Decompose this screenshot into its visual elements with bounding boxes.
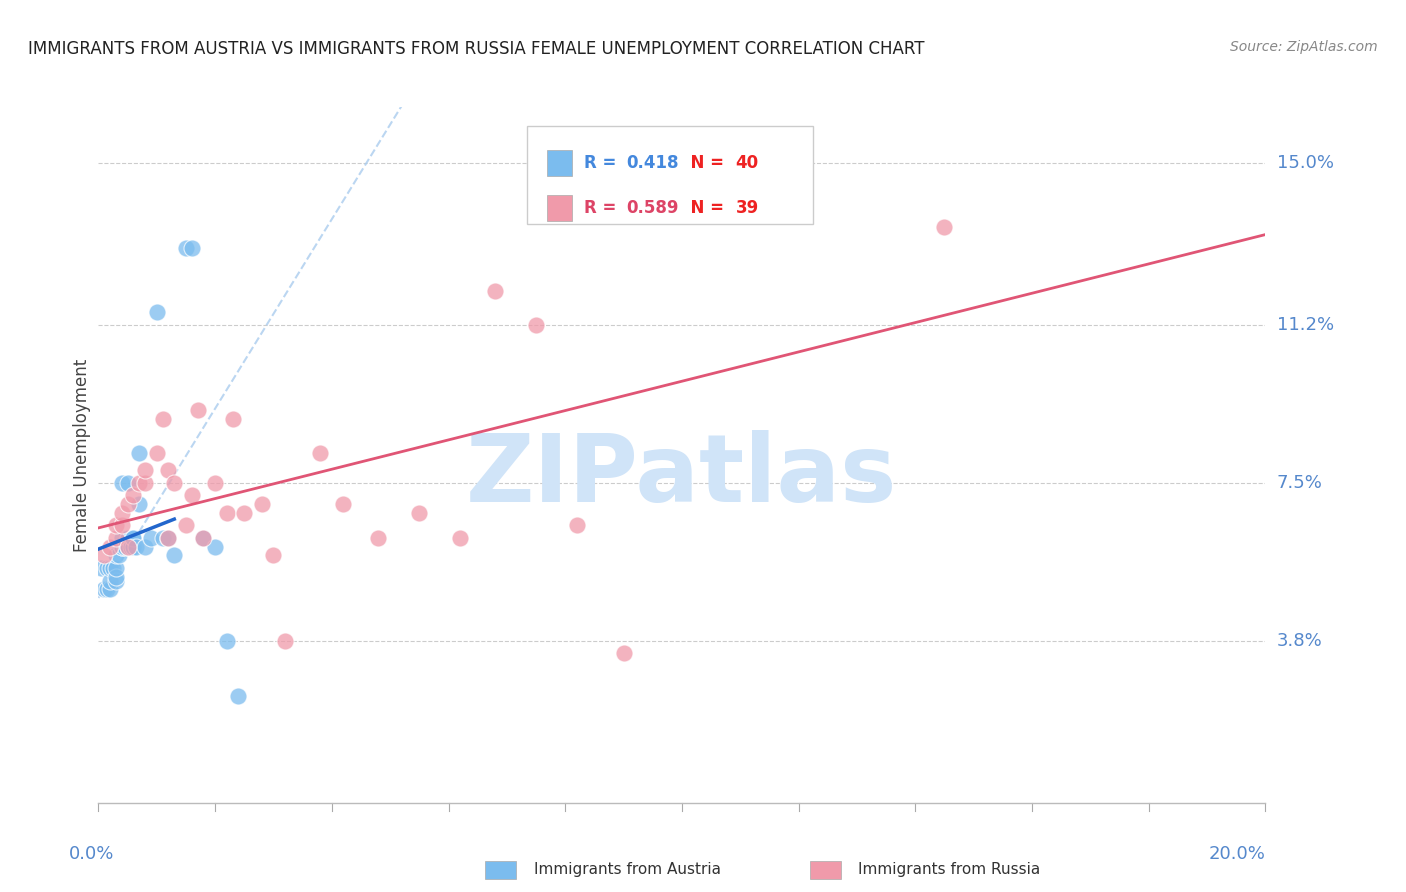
Point [332, 497, 354, 511]
Point [111, 475, 134, 490]
Point [524, 318, 547, 332]
Text: 39: 39 [735, 199, 759, 217]
Point [565, 518, 588, 533]
Point [157, 531, 180, 545]
Point [114, 540, 136, 554]
Point [934, 219, 956, 234]
Point [125, 540, 148, 554]
Text: N =: N = [679, 199, 730, 217]
Point [111, 518, 134, 533]
Point [104, 574, 127, 588]
Point [233, 506, 256, 520]
Point [262, 548, 284, 562]
Point [111, 506, 134, 520]
Text: 11.2%: 11.2% [1277, 316, 1334, 334]
Point [152, 531, 174, 545]
Point [146, 305, 169, 319]
Point [180, 241, 202, 255]
Point [215, 633, 238, 648]
Point [309, 446, 332, 460]
Point [157, 463, 180, 477]
Point [193, 531, 215, 545]
Point [104, 569, 127, 583]
Point [122, 531, 145, 545]
Text: 20.0%: 20.0% [1209, 846, 1265, 863]
Point [117, 531, 139, 545]
Point [408, 506, 430, 520]
Point [128, 475, 150, 490]
Point [120, 540, 142, 554]
Point [174, 241, 197, 255]
Point [228, 689, 250, 703]
Point [484, 284, 506, 298]
Point [134, 540, 156, 554]
Text: N =: N = [679, 154, 730, 172]
Point [274, 633, 297, 648]
Text: 0.418: 0.418 [626, 154, 678, 172]
Point [204, 540, 226, 554]
Text: 0.0%: 0.0% [69, 846, 115, 863]
Point [128, 497, 150, 511]
Text: 7.5%: 7.5% [1277, 474, 1323, 491]
Point [96, 582, 118, 597]
Point [93, 582, 115, 597]
Point [122, 488, 145, 502]
Point [134, 463, 156, 477]
Point [449, 531, 471, 545]
Point [104, 548, 127, 562]
Point [221, 411, 243, 425]
Point [104, 518, 127, 533]
Point [98, 561, 121, 575]
Point [98, 540, 121, 554]
Y-axis label: Female Unemployment: Female Unemployment [73, 359, 91, 551]
Point [180, 488, 202, 502]
Point [111, 540, 134, 554]
Text: Immigrants from Russia: Immigrants from Russia [858, 863, 1040, 877]
Point [122, 540, 145, 554]
Point [193, 531, 215, 545]
Point [612, 647, 634, 661]
Point [163, 475, 186, 490]
Point [139, 531, 162, 545]
Point [174, 518, 197, 533]
Text: ZIPatlas: ZIPatlas [467, 430, 897, 522]
Point [163, 548, 186, 562]
Point [250, 497, 273, 511]
Point [98, 574, 121, 588]
Point [117, 540, 139, 554]
Point [117, 540, 139, 554]
Point [152, 411, 174, 425]
Point [93, 548, 115, 562]
Point [96, 561, 118, 575]
Point [108, 548, 131, 562]
Point [101, 561, 124, 575]
Point [111, 540, 134, 554]
Point [98, 582, 121, 597]
Text: R =: R = [583, 154, 621, 172]
Point [134, 475, 156, 490]
Point [146, 446, 169, 460]
Text: Immigrants from Austria: Immigrants from Austria [534, 863, 721, 877]
Text: 15.0%: 15.0% [1277, 153, 1333, 171]
Point [104, 531, 127, 545]
Point [367, 531, 389, 545]
Point [157, 531, 180, 545]
Text: 40: 40 [735, 154, 759, 172]
Text: Source: ZipAtlas.com: Source: ZipAtlas.com [1230, 40, 1378, 54]
Point [215, 506, 238, 520]
Point [117, 497, 139, 511]
Text: 0.589: 0.589 [626, 199, 678, 217]
Text: R =: R = [583, 199, 621, 217]
Point [187, 403, 209, 417]
Point [90, 561, 112, 575]
Text: IMMIGRANTS FROM AUSTRIA VS IMMIGRANTS FROM RUSSIA FEMALE UNEMPLOYMENT CORRELATIO: IMMIGRANTS FROM AUSTRIA VS IMMIGRANTS FR… [28, 40, 925, 58]
Point [122, 531, 145, 545]
Point [104, 561, 127, 575]
Point [204, 475, 226, 490]
Point [111, 531, 134, 545]
Text: 3.8%: 3.8% [1277, 632, 1322, 649]
Point [128, 446, 150, 460]
Point [117, 475, 139, 490]
Point [671, 164, 693, 178]
